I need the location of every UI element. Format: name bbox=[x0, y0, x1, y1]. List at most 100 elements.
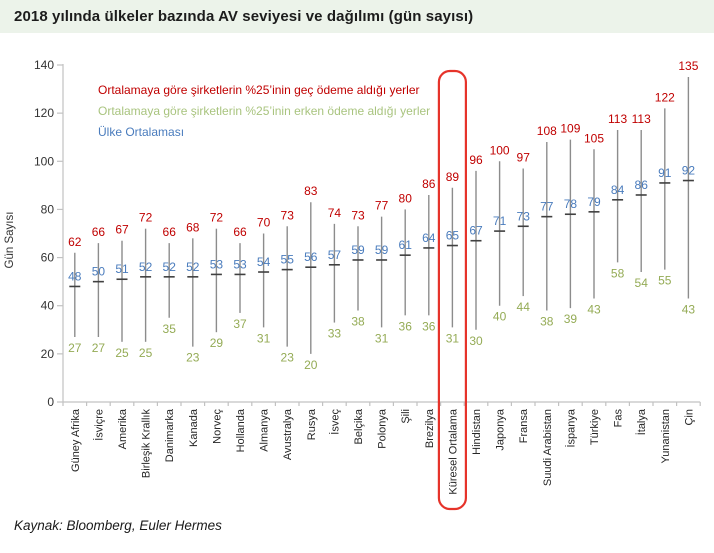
category-label-hollanda: Hollanda bbox=[235, 408, 247, 452]
value-label-low: 27 bbox=[68, 341, 82, 355]
category-label-i-svi-re: İsviçre bbox=[92, 409, 105, 441]
value-label-high: 122 bbox=[655, 90, 675, 104]
highlight-box-k-resel-ortalama bbox=[437, 69, 467, 511]
category-label-ili: Şili bbox=[400, 409, 412, 424]
whisker-in: 135 92 43 bbox=[678, 59, 698, 316]
value-label-low: 55 bbox=[658, 274, 672, 288]
category-label-t-rkiye: Türkiye bbox=[589, 409, 601, 445]
whisker-norve: 72 53 29 bbox=[210, 211, 224, 351]
value-label-average: 59 bbox=[351, 243, 365, 257]
whisker-suudi-arabistan: 108 77 38 bbox=[537, 124, 557, 329]
value-label-low: 36 bbox=[399, 319, 413, 333]
value-label-high: 135 bbox=[678, 59, 698, 73]
value-label-average: 53 bbox=[233, 257, 247, 271]
category-label-bel-ika: Belçika bbox=[353, 408, 365, 444]
value-label-high: 113 bbox=[632, 112, 651, 126]
category-label-avustralya: Avustralya bbox=[282, 408, 294, 460]
whisker-i-sve: 74 57 33 bbox=[328, 206, 342, 341]
value-label-low: 30 bbox=[469, 334, 483, 348]
value-label-low: 39 bbox=[564, 312, 578, 326]
value-label-low: 25 bbox=[115, 346, 129, 360]
category-label-japonya: Japonya bbox=[495, 408, 507, 450]
value-label-low: 43 bbox=[682, 302, 696, 316]
value-label-low: 36 bbox=[422, 319, 436, 333]
value-label-average: 57 bbox=[328, 248, 342, 262]
y-tick-label: 120 bbox=[34, 106, 54, 120]
whisker-yunanistan: 122 91 55 bbox=[655, 90, 675, 287]
legend: Ortalamaya göre şirketlerin %25’inin geç… bbox=[98, 83, 430, 139]
whisker-danimarka: 66 52 35 bbox=[163, 225, 177, 336]
value-label-high: 72 bbox=[139, 211, 153, 225]
value-label-average: 52 bbox=[139, 260, 153, 274]
category-label-suudi-arabistan: Suudi Arabistan bbox=[542, 409, 554, 486]
value-label-high: 77 bbox=[375, 199, 389, 213]
category-label-i-spanya: İspanya bbox=[564, 408, 577, 447]
value-label-high: 73 bbox=[281, 208, 295, 222]
value-label-average: 64 bbox=[422, 231, 436, 245]
value-label-low: 27 bbox=[92, 341, 106, 355]
value-label-average: 51 bbox=[115, 262, 129, 276]
whisker-t-rkiye: 105 79 43 bbox=[584, 131, 604, 316]
whisker-i-spanya: 109 78 39 bbox=[560, 122, 580, 327]
y-tick-label: 100 bbox=[34, 154, 54, 168]
whisker-fransa: 97 73 44 bbox=[517, 151, 531, 315]
whisker-ili: 80 61 36 bbox=[399, 191, 413, 333]
value-label-high: 96 bbox=[469, 153, 483, 167]
whisker-avustralya: 73 55 23 bbox=[281, 208, 295, 364]
value-label-high: 105 bbox=[584, 131, 604, 145]
value-label-low: 25 bbox=[139, 346, 153, 360]
source-note: Kaynak: Bloomberg, Euler Hermes bbox=[14, 518, 222, 533]
legend-item-late: Ortalamaya göre şirketlerin %25’inin geç… bbox=[98, 83, 420, 97]
legend-item-average: Ülke Ortalaması bbox=[98, 125, 184, 139]
value-label-high: 80 bbox=[399, 191, 413, 205]
value-label-high: 66 bbox=[233, 225, 247, 239]
page-title: 2018 yılında ülkeler bazında AV seviyesi… bbox=[14, 8, 474, 25]
value-label-average: 61 bbox=[399, 238, 413, 252]
value-label-high: 97 bbox=[517, 151, 531, 165]
value-label-low: 33 bbox=[328, 327, 342, 341]
whisker-kanada: 68 52 23 bbox=[186, 220, 200, 364]
whisker-g-ney-afrika: 62 48 27 bbox=[68, 235, 82, 355]
value-label-average: 48 bbox=[68, 269, 82, 283]
value-label-high: 86 bbox=[422, 177, 436, 191]
category-label-fransa: Fransa bbox=[518, 408, 530, 443]
value-label-average: 78 bbox=[564, 197, 578, 211]
whisker-fas: 113 84 58 bbox=[608, 112, 627, 280]
x-category-labels: Güney Afrika İsviçre Amerika Birleşik Krall… bbox=[70, 408, 696, 494]
y-tick-label: 20 bbox=[41, 347, 55, 361]
value-label-average: 77 bbox=[540, 200, 554, 214]
value-label-low: 44 bbox=[517, 300, 531, 314]
value-label-low: 37 bbox=[233, 317, 247, 331]
value-label-low: 58 bbox=[611, 266, 625, 280]
legend-item-early: Ortalamaya göre şirketlerin %25’inin erk… bbox=[98, 104, 430, 118]
category-label-fas: Fas bbox=[613, 409, 625, 428]
category-label-yunanistan: Yunanistan bbox=[660, 409, 672, 463]
value-label-average: 52 bbox=[163, 260, 177, 274]
value-label-high: 62 bbox=[68, 235, 82, 249]
y-tick-label: 0 bbox=[47, 395, 54, 409]
value-label-average: 92 bbox=[682, 164, 696, 178]
value-label-high: 66 bbox=[92, 225, 106, 239]
value-label-low: 40 bbox=[493, 310, 507, 324]
whisker-amerika: 67 51 25 bbox=[115, 223, 129, 360]
value-label-average: 59 bbox=[375, 243, 389, 257]
value-label-low: 38 bbox=[351, 315, 365, 329]
value-label-low: 31 bbox=[375, 331, 389, 345]
value-label-low: 31 bbox=[257, 331, 271, 345]
whisker-polonya: 77 59 31 bbox=[375, 199, 389, 346]
value-label-high: 68 bbox=[186, 220, 200, 234]
value-label-low: 43 bbox=[587, 302, 601, 316]
category-label-rusya: Rusya bbox=[306, 408, 318, 440]
value-label-high: 72 bbox=[210, 211, 224, 225]
y-tick-label: 80 bbox=[41, 202, 55, 216]
whisker-i-talya: 113 86 54 bbox=[632, 112, 651, 290]
value-label-average: 71 bbox=[493, 214, 507, 228]
category-label-amerika: Amerika bbox=[117, 408, 129, 449]
value-label-high: 109 bbox=[560, 122, 580, 136]
value-label-average: 65 bbox=[446, 229, 460, 243]
y-axis-title: Gün Sayısı bbox=[4, 212, 16, 269]
value-label-high: 108 bbox=[537, 124, 557, 138]
